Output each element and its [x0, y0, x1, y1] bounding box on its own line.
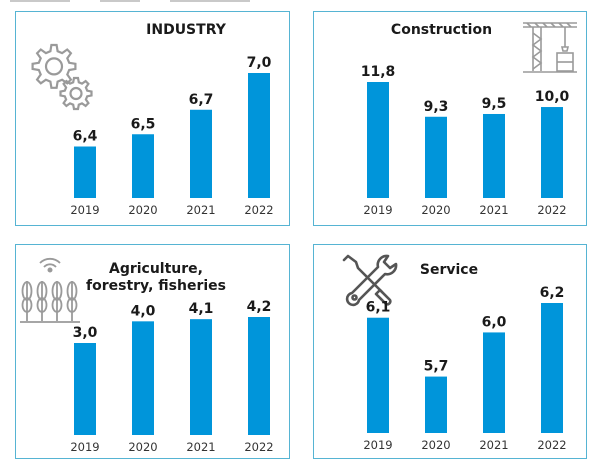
bar	[190, 109, 212, 198]
bar-value-label: 10,0	[535, 89, 570, 105]
bar	[483, 332, 505, 433]
bar-value-label: 4,2	[247, 299, 272, 315]
bar	[483, 113, 505, 198]
industry-bar-chart: 6,4 2019 6,5 2020 6,7 2021 7,0 2022	[70, 55, 273, 217]
industry-panel: INDUSTRY 6,4 2019 6,5 2020 6,7 2021 7,0 2022	[15, 11, 290, 226]
year-tick-label: 2020	[128, 440, 157, 454]
bar-value-label: 11,8	[361, 64, 396, 80]
bar-value-label: 7,0	[247, 55, 272, 71]
bar	[541, 303, 563, 433]
bar	[367, 317, 389, 433]
year-tick-label: 2019	[363, 203, 392, 217]
agriculture-panel: Agriculture, forestry, fisheries 3,0 2019…	[15, 244, 290, 459]
wheat-icon	[20, 257, 80, 323]
panel-title: Service	[374, 262, 524, 279]
panel-title-line: Service	[419, 262, 479, 278]
bar-value-label: 6,5	[131, 116, 156, 132]
crane-icon	[523, 22, 577, 73]
bar	[541, 107, 563, 198]
bar	[190, 319, 212, 435]
bar-value-label: 4,0	[131, 303, 156, 319]
bar	[74, 343, 96, 435]
year-tick-label: 2021	[479, 438, 508, 452]
panel-title-line: Agriculture,	[108, 261, 203, 277]
bar-value-label: 4,1	[189, 301, 214, 317]
bar-value-label: 6,7	[189, 92, 214, 108]
bar	[425, 116, 447, 198]
year-tick-label: 2021	[479, 203, 508, 217]
panel-title-line: INDUSTRY	[146, 22, 226, 38]
panel-title: INDUSTRY	[96, 22, 276, 39]
year-tick-label: 2021	[186, 440, 215, 454]
bar	[74, 146, 96, 198]
bar-value-label: 6,4	[73, 129, 98, 145]
panel-title-line: forestry, fisheries	[86, 278, 226, 294]
bar	[425, 376, 447, 433]
bar-value-label: 9,5	[482, 96, 507, 112]
panel-title: Construction	[344, 22, 539, 39]
bar-value-label: 6,1	[366, 300, 391, 316]
year-tick-label: 2019	[70, 440, 99, 454]
bar-value-label: 5,7	[424, 359, 449, 375]
year-tick-label: 2022	[537, 438, 566, 452]
construction-bar-chart: 11,8 2019 9,3 2020 9,5 2021 10,0 2022	[361, 64, 570, 217]
year-tick-label: 2019	[363, 438, 392, 452]
bar	[132, 321, 154, 435]
bar	[132, 134, 154, 198]
year-tick-label: 2022	[244, 440, 273, 454]
year-tick-label: 2020	[421, 438, 450, 452]
year-tick-label: 2021	[186, 203, 215, 217]
panel-title-line: Construction	[390, 22, 493, 38]
wrench-screwdriver-icon	[342, 254, 398, 307]
year-tick-label: 2022	[244, 203, 273, 217]
year-tick-label: 2020	[128, 203, 157, 217]
panel-title: Agriculture, forestry, fisheries	[56, 261, 256, 295]
service-panel: Service 6,1 2019 5,7 2020 6,0 2021 6,2 2022	[313, 244, 587, 459]
bar-value-label: 6,2	[540, 285, 565, 301]
agriculture-bar-chart: 3,0 2019 4,0 2020 4,1 2021 4,2 2022	[70, 299, 273, 454]
bar	[248, 73, 270, 198]
bar	[248, 317, 270, 435]
bar-value-label: 3,0	[73, 325, 98, 341]
service-bar-chart: 6,1 2019 5,7 2020 6,0 2021 6,2 2022	[363, 285, 566, 452]
construction-panel: Construction 11,8 2019 9,3 2020 9,5 2021 10,0 2…	[313, 11, 587, 226]
top-edge-decoration	[0, 0, 602, 3]
bar-value-label: 6,0	[482, 314, 507, 330]
year-tick-label: 2020	[421, 203, 450, 217]
bar	[367, 82, 389, 198]
bar-value-label: 9,3	[424, 99, 449, 115]
year-tick-label: 2019	[70, 203, 99, 217]
year-tick-label: 2022	[537, 203, 566, 217]
gears-icon	[31, 43, 93, 111]
